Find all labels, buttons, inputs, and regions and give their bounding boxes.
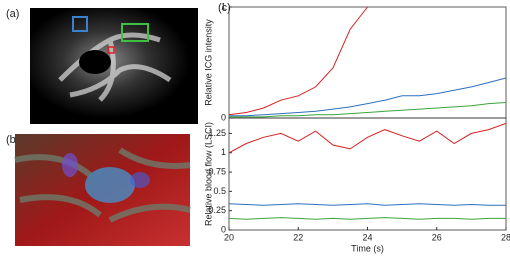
y-axis-label: Relative ICG intensity [203, 19, 213, 106]
y-tick-label: 0.5 [213, 186, 226, 196]
data-line [228, 203, 506, 206]
x-tick-label: 24 [362, 232, 372, 242]
data-line [228, 217, 506, 220]
x-tick-label: 20 [224, 232, 234, 242]
y-tick-label: 0.25 [208, 205, 226, 215]
data-line [228, 122, 507, 154]
data-line [229, 77, 507, 117]
image-b [14, 134, 191, 246]
x-tick-label: 28 [501, 232, 510, 242]
y-tick-label: 1.25 [208, 128, 226, 138]
data-line [228, 6, 368, 116]
y-tick-label: 0.75 [208, 166, 226, 176]
x-tick-label: 26 [432, 232, 442, 242]
y-tick-label: 1 [221, 147, 226, 157]
data-line [229, 102, 507, 118]
x-tick-label: 22 [293, 232, 303, 242]
y-tick-label: 0 [221, 224, 226, 234]
plot-frame [228, 6, 507, 119]
x-axis-label: Time (s) [351, 243, 384, 253]
y-tick-label: 0 [221, 112, 226, 122]
y-tick-label: 1 [221, 1, 226, 11]
image-a [30, 8, 198, 124]
y-axis-label: Relative blood flow (LSCI) [203, 122, 213, 226]
panel-label: (c) [218, 2, 231, 14]
panel-label: (a) [6, 8, 19, 20]
plot-frame [228, 117, 507, 231]
